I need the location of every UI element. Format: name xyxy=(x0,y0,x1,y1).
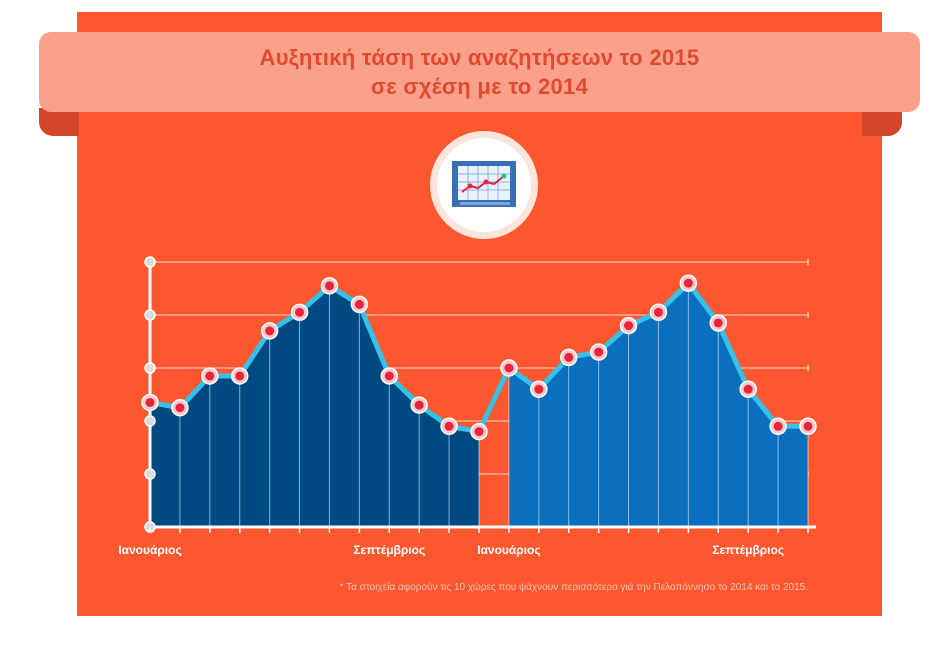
data-point xyxy=(414,400,424,410)
data-point xyxy=(265,326,275,336)
data-point xyxy=(205,371,215,381)
data-point xyxy=(504,363,514,373)
x-tick-label: Ιανουάριος xyxy=(477,543,541,557)
chart-title-line2: σε σχέση με το 2014 xyxy=(370,74,589,99)
data-point xyxy=(324,281,334,291)
data-point xyxy=(145,397,155,407)
footnote: * Τα στοιχεία αφορούν τις 10 χώρες που ψ… xyxy=(339,582,808,593)
y-axis-tick-dot xyxy=(144,468,156,480)
data-point xyxy=(803,421,813,431)
x-tick-label: Σεπτέμβριος xyxy=(712,543,785,557)
y-axis-tick-dot xyxy=(144,415,156,427)
data-point xyxy=(564,352,574,362)
data-point xyxy=(743,384,753,394)
data-point xyxy=(653,307,663,317)
data-point xyxy=(534,384,544,394)
data-point xyxy=(384,371,394,381)
data-point xyxy=(683,278,693,288)
data-point xyxy=(474,427,484,437)
data-point xyxy=(594,347,604,357)
banner-fold-left xyxy=(39,108,79,136)
emblem xyxy=(430,131,538,239)
data-point xyxy=(773,421,783,431)
data-point xyxy=(295,307,305,317)
x-tick-label: Σεπτέμβριος xyxy=(353,543,426,557)
chart-screen-icon xyxy=(452,161,516,207)
data-point xyxy=(235,371,245,381)
y-axis-tick-dot xyxy=(144,256,156,268)
y-axis-tick-dot xyxy=(144,309,156,321)
title-banner: Αυξητική τάση των αναζητήσεων το 2015 σε… xyxy=(39,32,920,112)
data-point xyxy=(713,318,723,328)
y-axis-tick-dot xyxy=(144,362,156,374)
data-point xyxy=(175,403,185,413)
data-point xyxy=(624,321,634,331)
banner-fold-right xyxy=(862,108,902,136)
area-series-2014 xyxy=(150,285,479,527)
data-point xyxy=(354,299,364,309)
x-tick-label: Ιανουάριος xyxy=(118,543,182,557)
chart-title-line1: Αυξητική τάση των αναζητήσεων το 2015 xyxy=(259,45,700,70)
data-point xyxy=(444,421,454,431)
